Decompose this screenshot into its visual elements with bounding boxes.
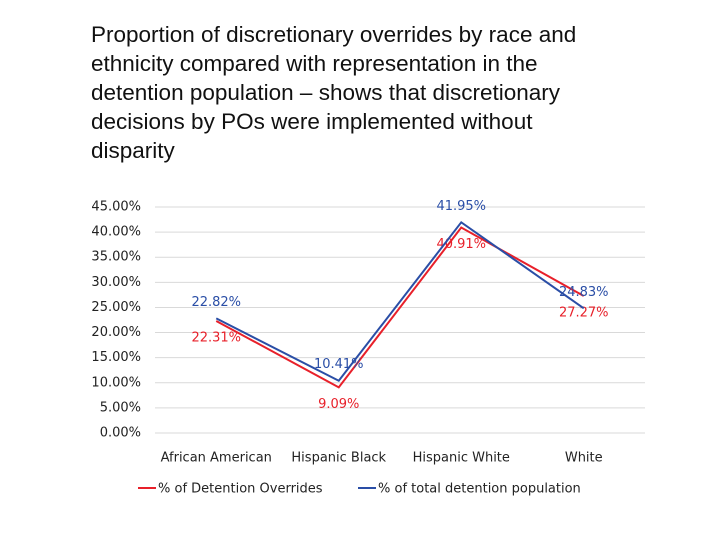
- y-tick-label: 15.00%: [91, 350, 141, 365]
- y-tick-label: 40.00%: [91, 225, 141, 240]
- chart-title: Proportion of discretionary overrides by…: [91, 22, 577, 163]
- data-label: 10.41%: [314, 357, 364, 372]
- y-tick-label: 45.00%: [91, 200, 141, 215]
- y-tick-label: 30.00%: [91, 275, 141, 290]
- data-label: 9.09%: [318, 397, 359, 412]
- y-tick-label: 10.00%: [91, 375, 141, 390]
- y-tick-label: 20.00%: [91, 325, 141, 340]
- series-line: [215, 226, 585, 389]
- y-tick-label: 35.00%: [91, 250, 141, 265]
- x-tick-label: Hispanic White: [413, 451, 510, 466]
- y-tick-label: 0.00%: [100, 426, 141, 441]
- data-label: 27.27%: [559, 306, 609, 321]
- legend-label: % of Detention Overrides: [158, 482, 323, 497]
- y-tick-label: 5.00%: [100, 400, 141, 415]
- x-tick-label: African American: [161, 451, 272, 466]
- series-line: [215, 220, 585, 382]
- legend-label: % of total detention population: [378, 482, 581, 497]
- data-label: 40.91%: [436, 237, 486, 252]
- x-tick-label: White: [565, 451, 603, 466]
- x-tick-label: Hispanic Black: [291, 451, 386, 466]
- data-label: 41.95%: [436, 199, 486, 214]
- data-label: 22.82%: [191, 295, 241, 310]
- y-tick-label: 25.00%: [91, 300, 141, 315]
- data-label: 24.83%: [559, 285, 609, 300]
- data-label: 22.31%: [191, 330, 241, 345]
